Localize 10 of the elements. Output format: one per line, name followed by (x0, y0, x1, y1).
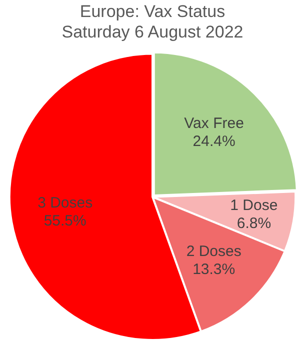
data-label: 24.4% (192, 133, 236, 150)
data-label: 55.5% (44, 212, 86, 230)
data-label: 6.8% (236, 215, 272, 232)
data-label: 13.3% (192, 261, 236, 278)
slice-label: Vax Free (184, 115, 244, 132)
slice-label: 2 Doses (186, 243, 242, 260)
chart-title: Europe: Vax Status (80, 2, 226, 21)
slice-label: 3 Doses (38, 194, 93, 212)
chart-subtitle: Saturday 6 August 2022 (62, 22, 244, 42)
slice-label: 1 Dose (230, 197, 278, 214)
